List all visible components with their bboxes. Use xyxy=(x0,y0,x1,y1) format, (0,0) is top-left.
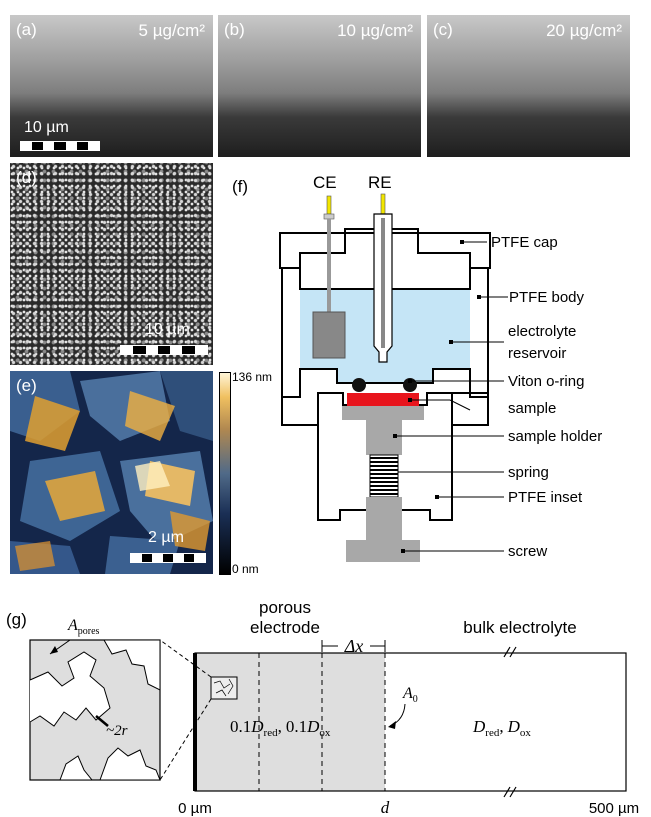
screw xyxy=(346,497,420,562)
two-r-marker xyxy=(95,715,109,727)
scalebar-label-d: 10 µm xyxy=(145,321,190,338)
callout-ptfe-cap: PTFE cap xyxy=(491,234,558,251)
scalebar-e xyxy=(130,553,206,563)
sample xyxy=(347,393,419,406)
scalebar-d xyxy=(120,345,208,355)
ptfe-body xyxy=(281,267,489,398)
delta-x-bracket xyxy=(321,640,386,652)
callout-dots xyxy=(393,240,481,553)
oring-left xyxy=(352,378,366,392)
porous-region xyxy=(195,653,385,791)
header-porous-1: porous xyxy=(259,598,311,617)
diffusion-model: (g) porous electrode bulk electrolyte Δx… xyxy=(6,598,639,817)
delta-x-label: Δx xyxy=(344,636,364,656)
a-pores-label: Apores xyxy=(67,617,100,637)
axis-break-marks xyxy=(503,646,517,798)
header-porous-2: electrode xyxy=(250,618,320,637)
callout-ptfe-body: PTFE body xyxy=(509,289,585,306)
spring xyxy=(369,454,399,498)
panel-label-c: (c) xyxy=(433,20,453,39)
axis-d-label: d xyxy=(381,798,390,817)
ptfe-inset xyxy=(317,392,453,521)
header-bulk: bulk electrolyte xyxy=(463,618,576,637)
panel-label-f: (f) xyxy=(232,177,248,196)
colorbar-max-label: 136 nm xyxy=(232,370,273,384)
afm-colorbar xyxy=(219,372,231,575)
callout-sample-holder: sample holder xyxy=(508,428,602,445)
re-label: RE xyxy=(368,173,392,192)
a0-label: A0 xyxy=(402,685,418,705)
counter-electrode xyxy=(312,195,346,359)
reference-electrode xyxy=(373,193,393,363)
grid-dashed-lines xyxy=(258,653,386,791)
axis-start-label: 0 µm xyxy=(178,800,212,817)
colorbar-min-label: 0 nm xyxy=(232,562,259,576)
porous-diffusion-label: 0.1Dred, 0.1Dox xyxy=(230,717,331,739)
afm-height-map xyxy=(10,371,213,574)
concentration-label-a: 5 µg/cm² xyxy=(138,21,205,40)
callout-reservoir: reservoir xyxy=(508,345,566,362)
panel-label-g: (g) xyxy=(6,610,27,629)
concentration-label-b: 10 µg/cm² xyxy=(337,21,413,40)
concentration-label-c: 20 µg/cm² xyxy=(546,21,622,40)
panel-label-b: (b) xyxy=(224,20,245,39)
panel-label-d: (d) xyxy=(16,168,37,187)
panel-label-e: (e) xyxy=(16,376,37,395)
sem-image-d: (d) 10 µm xyxy=(10,163,213,365)
axis-end-label: 500 µm xyxy=(589,800,639,817)
afm-image-e: (e) 2 µm xyxy=(10,371,213,574)
scalebar-label-e: 2 µm xyxy=(148,529,184,546)
panel-label-a: (a) xyxy=(16,20,37,39)
callout-lines xyxy=(395,241,508,552)
ce-label: CE xyxy=(313,173,337,192)
sem-image-c: (c) 20 µg/cm² xyxy=(427,15,630,157)
sem-image-a: (a) 5 µg/cm² 10 µm xyxy=(10,15,213,157)
sem-image-b: (b) 10 µg/cm² xyxy=(218,15,421,157)
a0-arrow xyxy=(389,703,406,727)
callout-oring: Viton o-ring xyxy=(508,373,584,390)
callout-electrolyte: electrolyte xyxy=(508,323,576,340)
scalebar-a xyxy=(20,141,100,151)
callout-spring: spring xyxy=(508,464,549,481)
callout-screw: screw xyxy=(508,543,547,560)
two-r-label: ~2r xyxy=(106,723,128,739)
pore-network xyxy=(29,651,111,727)
cell-schematic: (f) CE RE xyxy=(232,173,602,562)
callout-sample: sample xyxy=(508,400,556,417)
callout-inset: PTFE inset xyxy=(508,489,583,506)
sample-holder xyxy=(342,406,424,420)
bulk-diffusion-label: Dred, Dox xyxy=(472,717,531,739)
scalebar-label-a: 10 µm xyxy=(24,119,69,136)
